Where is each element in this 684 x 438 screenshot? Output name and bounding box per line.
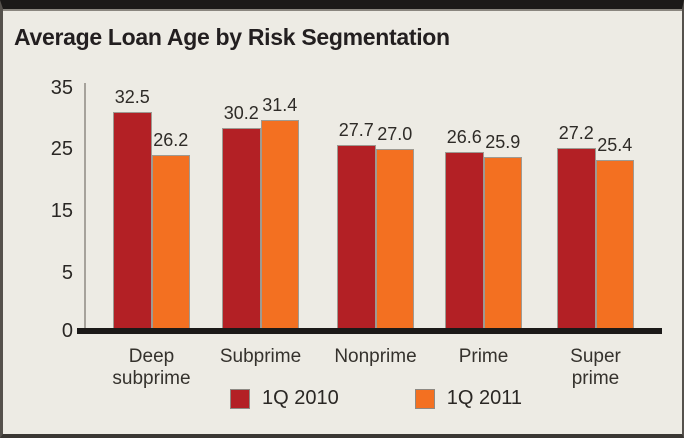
bar-value-label: 30.2 [223, 102, 259, 123]
bar-1q2011 [375, 149, 414, 331]
bar-group: 27.7 27.0 [337, 83, 414, 331]
y-tick-label: 25 [50, 138, 73, 160]
category-label: Prime [458, 346, 509, 367]
bar-1q2011 [595, 160, 634, 331]
bar-value-label: 26.2 [153, 129, 189, 150]
bar-1q2010 [113, 112, 152, 331]
bar-1q2011 [260, 119, 299, 331]
bar-value-label: 32.5 [114, 87, 150, 108]
bar-1q2010 [445, 151, 484, 331]
bar-group: 27.2 25.4 [557, 83, 634, 331]
y-tick-label: 5 [61, 262, 73, 284]
bar-value-label: 31.4 [262, 94, 298, 115]
legend-label: 1Q 2010 [262, 387, 339, 409]
category-label: Subprime [219, 346, 302, 367]
bar-1q2010 [222, 127, 261, 331]
bar-group: 26.6 25.9 [445, 83, 522, 331]
bar-value-label: 26.6 [446, 126, 482, 147]
bar-1q2011 [483, 156, 522, 331]
bar-value-label: 25.9 [485, 131, 521, 152]
bar-value-label: 27.7 [338, 119, 374, 140]
legend-swatch-1q2010 [230, 388, 250, 409]
top-band-edge [3, 9, 682, 11]
chart-title: Average Loan Age by Risk Segmentation [14, 24, 450, 50]
y-tick-label: 0 [61, 320, 73, 342]
bar-group: 32.5 26.2 [113, 83, 190, 331]
y-axis-line [84, 83, 86, 334]
x-axis-baseline [77, 328, 662, 334]
category-label: Nonprime [334, 346, 417, 367]
plot-area: 35 25 15 5 0 32.5 26.2 Deep subprime 30.2 31.4 Sub… [51, 77, 662, 389]
bar-1q2010 [337, 144, 376, 331]
legend-label: 1Q 2011 [446, 387, 522, 409]
y-tick-label: 15 [50, 200, 73, 222]
bar-group: 30.2 31.4 [222, 83, 299, 331]
chart-legend: 1Q 2010 1Q 2011 [230, 387, 522, 410]
legend-item: 1Q 2010 [230, 387, 339, 410]
category-label: Deep subprime [112, 346, 191, 389]
category-label: Super prime [570, 346, 621, 389]
bar-value-label: 27.2 [558, 122, 594, 143]
legend-swatch-1q2011 [414, 388, 435, 409]
bar-1q2011 [151, 154, 190, 331]
bar-1q2010 [557, 147, 596, 331]
y-tick-label: 35 [50, 77, 73, 99]
legend-item: 1Q 2011 [414, 387, 522, 410]
bar-value-label: 25.4 [597, 135, 633, 156]
bar-value-label: 27.0 [377, 124, 413, 145]
